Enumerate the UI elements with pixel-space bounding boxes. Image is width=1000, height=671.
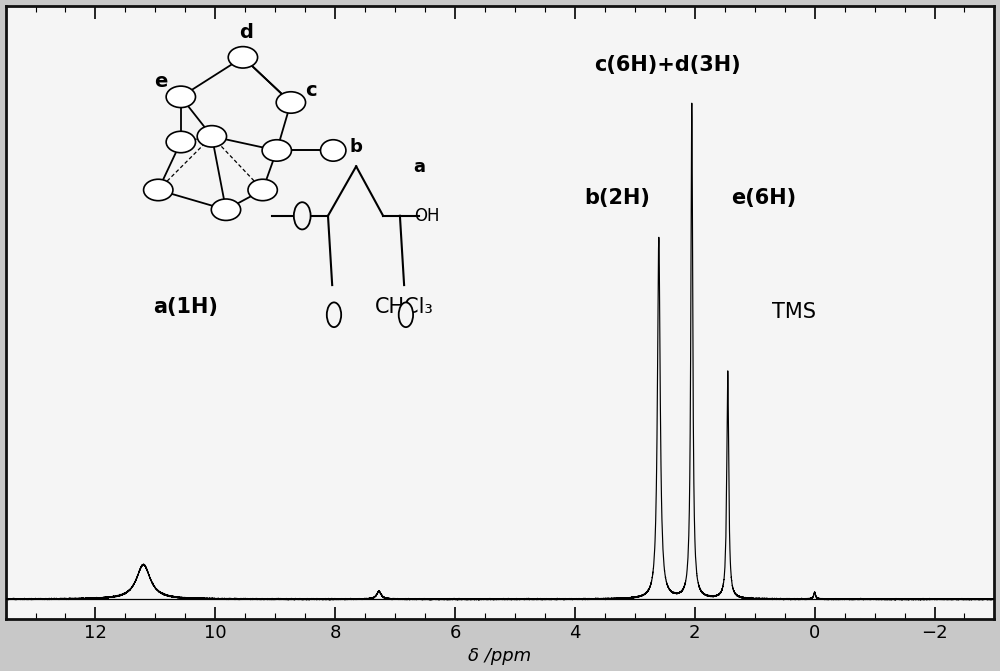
Text: TMS: TMS [772,302,816,322]
Text: e(6H): e(6H) [731,189,796,209]
Text: OH: OH [414,207,440,225]
Ellipse shape [294,202,311,229]
Ellipse shape [327,303,341,327]
Text: c(6H)+d(3H): c(6H)+d(3H) [594,55,741,75]
Text: b: b [350,138,363,156]
Ellipse shape [399,303,413,327]
Text: a(1H): a(1H) [153,297,218,317]
Text: b(2H): b(2H) [584,189,650,209]
Text: a: a [413,158,425,176]
Text: CHCl₃: CHCl₃ [375,297,433,317]
X-axis label: δ /ppm: δ /ppm [468,648,532,666]
